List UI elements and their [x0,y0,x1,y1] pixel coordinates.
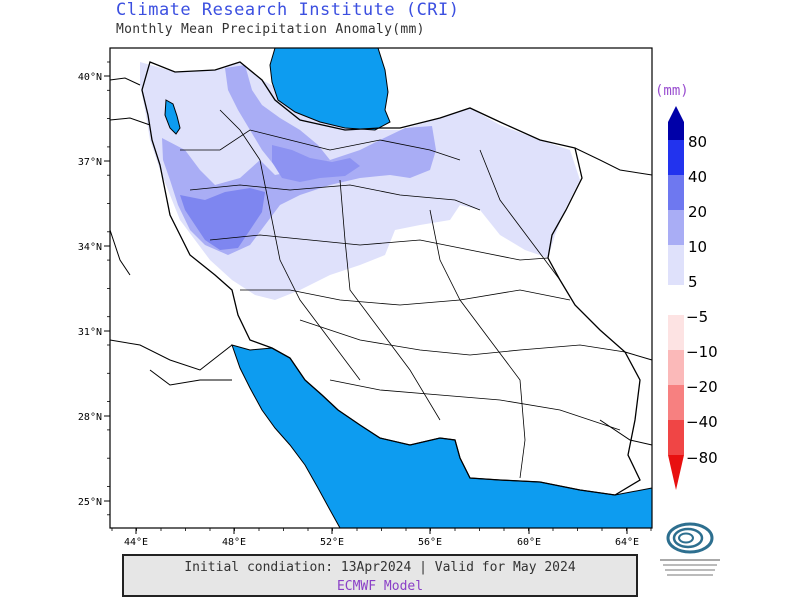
forecast-info: Initial condiation: 13Apr2024 | Valid fo… [184,560,576,575]
lat-label: 37°N [78,157,102,168]
lat-label: 31°N [78,327,102,338]
persian-gulf [231,344,653,529]
legend-label: 20 [688,203,707,221]
legend-unit: (mm) [655,83,689,99]
legend-label: −5 [686,308,708,326]
lon-label: 48°E [222,537,246,548]
province-borders [180,109,626,479]
legend-label: −80 [686,449,718,467]
anomaly-20mm-north [272,145,360,182]
lat-label: 25°N [78,497,102,508]
institute-logo-icon [660,522,720,576]
legend-swatch [668,385,684,420]
lat-label: 28°N [78,412,102,423]
anomaly-20mm-west [180,188,265,250]
lon-label: 64°E [615,537,639,548]
legend-label: 10 [688,238,707,256]
legend-label: −10 [686,343,718,361]
legend-label: 80 [688,133,707,151]
lon-label: 60°E [517,537,541,548]
legend-swatch [668,350,684,385]
page-subtitle: Monthly Mean Precipitation Anomaly(mm) [116,22,425,37]
info-footer: Initial condiation: 13Apr2024 | Valid fo… [122,554,638,597]
latitude-axis: 40°N 37°N 34°N 31°N 28°N 25°N [78,61,110,516]
lon-label: 52°E [320,537,344,548]
legend-swatch [668,315,684,350]
legend-swatch [668,122,684,140]
legend-label: 40 [688,168,707,186]
lon-label: 56°E [418,537,442,548]
model-name: ECMWF Model [336,579,424,594]
legend-arrow-top [668,106,684,122]
lat-label: 40°N [78,72,102,83]
longitude-axis: 44°E 48°E 52°E 56°E 60°E 64°E [111,528,652,548]
lat-label: 34°N [78,242,102,253]
legend-swatch [668,245,684,285]
lake-urmia [164,99,181,135]
map-layers [109,47,653,529]
iran-border [141,61,641,496]
legend-swatch [668,175,684,210]
color-legend: 80 40 20 10 5 −5 −10 −20 −40 −80 [668,106,718,490]
legend-label: 5 [688,273,698,291]
lon-label: 44°E [124,537,148,548]
legend-label: −20 [686,378,718,396]
legend-swatch [668,140,684,175]
legend-swatch [668,420,684,455]
legend-label: −40 [686,413,718,431]
legend-arrow-bottom [668,455,684,490]
page-title: Climate Research Institute (CRI) [116,0,460,20]
neighbor-borders [109,77,653,446]
legend-swatch [668,210,684,245]
